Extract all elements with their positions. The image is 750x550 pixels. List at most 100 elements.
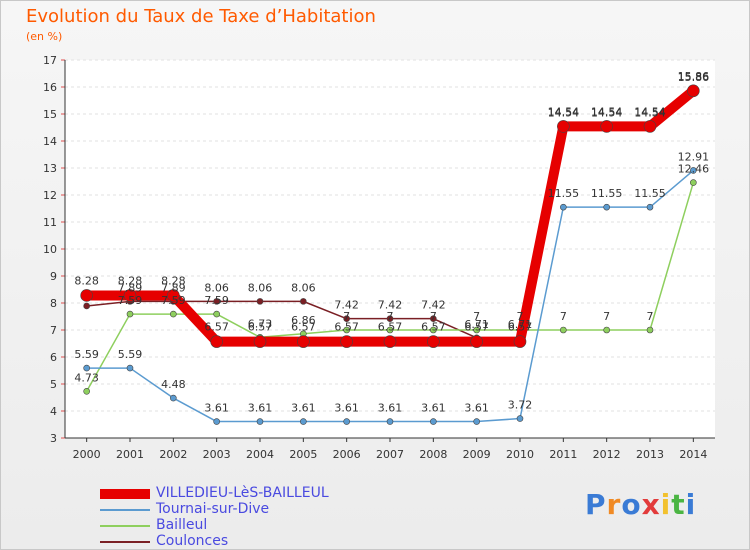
data-label-tournai-sur-dive: 3.61 — [204, 402, 229, 415]
data-point-villedieu-l-s-bailleul — [340, 335, 353, 348]
y-tick-label: 17 — [43, 54, 57, 67]
data-label-coulonces: 7.42 — [421, 299, 446, 312]
data-label-coulonces: 8.06 — [204, 281, 229, 294]
logo-letter: r — [606, 488, 622, 521]
data-point-bailleul — [83, 387, 90, 395]
data-label-villedieu-l-s-bailleul: 14.54 — [634, 105, 666, 118]
data-point-bailleul — [430, 326, 437, 334]
data-point-villedieu-l-s-bailleul — [643, 120, 657, 133]
data-label-tournai-sur-dive: 3.61 — [378, 402, 403, 415]
y-tick-label: 14 — [43, 135, 57, 148]
data-point-coulonces — [343, 315, 350, 322]
data-point-tournai-sur-dive — [603, 203, 610, 211]
data-point-bailleul — [603, 326, 610, 334]
data-label-tournai-sur-dive: 3.61 — [334, 402, 359, 415]
x-tick-label: 2013 — [636, 448, 664, 461]
data-point-bailleul — [213, 310, 220, 318]
data-label-villedieu-l-s-bailleul: 14.54 — [548, 105, 580, 118]
data-label-tournai-sur-dive: 11.55 — [634, 187, 666, 200]
logo-letter: P — [585, 488, 607, 521]
y-tick-label: 5 — [50, 378, 57, 391]
data-point-bailleul — [560, 326, 567, 334]
data-label-coulonces: 14.54 — [548, 106, 580, 119]
data-label-villedieu-l-s-bailleul: 14.54 — [591, 105, 623, 118]
data-label-coulonces: 7.42 — [378, 299, 403, 312]
y-tick-label: 11 — [43, 216, 57, 229]
data-point-tournai-sur-dive — [213, 418, 220, 425]
logo-letter: x — [641, 488, 661, 521]
proxiti-logo: Proxiti — [585, 488, 696, 521]
data-label-villedieu-l-s-bailleul: 8.28 — [118, 274, 143, 287]
data-point-villedieu-l-s-bailleul — [123, 289, 137, 302]
data-point-coulonces — [300, 298, 307, 305]
data-point-bailleul — [126, 310, 134, 318]
data-point-coulonces — [430, 315, 437, 322]
data-point-coulonces — [213, 298, 220, 305]
data-label-tournai-sur-dive: 5.59 — [74, 348, 99, 361]
y-tick-label: 12 — [43, 189, 57, 202]
data-point-villedieu-l-s-bailleul — [600, 120, 613, 133]
logo-letter: i — [660, 488, 672, 521]
data-label-tournai-sur-dive: 3.61 — [291, 402, 316, 415]
legend-swatch-tournai — [100, 509, 150, 511]
data-point-villedieu-l-s-bailleul — [210, 335, 223, 348]
data-label-coulonces: 6.71 — [464, 318, 489, 331]
data-label-bailleul: 7 — [343, 310, 350, 323]
data-label-bailleul: 7 — [473, 310, 480, 323]
legend-label-coulonces: Coulonces — [156, 533, 229, 549]
data-label-villedieu-l-s-bailleul: 6.57 — [378, 321, 403, 334]
data-label-bailleul: 6.73 — [248, 317, 273, 330]
data-label-villedieu-l-s-bailleul: 15.86 — [678, 70, 710, 83]
x-tick-label: 2011 — [549, 448, 577, 461]
x-tick-label: 2002 — [159, 448, 187, 461]
data-label-bailleul: 7 — [603, 310, 610, 323]
x-tick-label: 2014 — [679, 448, 707, 461]
x-tick-label: 2001 — [116, 448, 144, 461]
data-label-tournai-sur-dive: 4.48 — [161, 378, 186, 391]
data-label-bailleul: 7 — [387, 310, 394, 323]
legend-label-bailleul: Bailleul — [156, 517, 208, 533]
data-label-villedieu-l-s-bailleul: 6.57 — [248, 321, 273, 334]
data-label-villedieu-l-s-bailleul: 6.57 — [421, 321, 446, 334]
data-point-tournai-sur-dive — [646, 203, 654, 211]
data-label-bailleul: 7 — [560, 310, 567, 323]
data-label-villedieu-l-s-bailleul: 6.57 — [204, 321, 229, 334]
data-label-bailleul: 6.86 — [291, 314, 316, 327]
data-label-tournai-sur-dive: 12.91 — [678, 150, 710, 163]
data-point-tournai-sur-dive — [343, 418, 350, 425]
data-label-bailleul: 7 — [430, 310, 437, 323]
data-label-coulonces: 15.86 — [678, 71, 710, 84]
data-label-bailleul: 4.73 — [74, 371, 99, 384]
data-point-bailleul — [473, 326, 480, 334]
legend-label-villedieu: VILLEDIEU-LèS-BAILLEUL — [156, 485, 329, 501]
data-point-tournai-sur-dive — [690, 167, 697, 174]
data-label-villedieu-l-s-bailleul: 8.28 — [74, 274, 99, 287]
data-label-villedieu-l-s-bailleul: 6.57 — [464, 321, 489, 334]
x-tick-label: 2006 — [333, 448, 361, 461]
data-point-villedieu-l-s-bailleul — [383, 335, 397, 348]
data-point-villedieu-l-s-bailleul — [80, 289, 93, 302]
y-tick-label: 13 — [43, 162, 57, 175]
data-label-villedieu-l-s-bailleul: 6.57 — [334, 321, 359, 334]
legend-swatch-villedieu — [100, 489, 150, 499]
data-label-coulonces: 7.89 — [161, 281, 186, 294]
data-label-coulonces: 14.54 — [591, 106, 623, 119]
data-label-bailleul: 7 — [647, 310, 654, 323]
x-tick-label: 2007 — [376, 448, 404, 461]
data-point-tournai-sur-dive — [473, 418, 480, 425]
data-label-villedieu-l-s-bailleul: 6.57 — [291, 321, 316, 334]
legend-swatch-coulonces — [100, 541, 150, 543]
data-point-villedieu-l-s-bailleul — [167, 289, 180, 302]
data-point-tournai-sur-dive — [256, 418, 264, 425]
data-label-tournai-sur-dive: 11.55 — [548, 187, 580, 200]
data-label-villedieu-l-s-bailleul: 6.57 — [508, 321, 533, 334]
y-tick-label: 4 — [50, 405, 57, 418]
data-point-tournai-sur-dive — [386, 418, 394, 425]
data-label-coulonces: 7.89 — [118, 281, 143, 294]
data-label-tournai-sur-dive: 3.61 — [421, 402, 446, 415]
data-point-villedieu-l-s-bailleul — [687, 84, 700, 98]
data-point-villedieu-l-s-bailleul — [297, 335, 310, 348]
data-point-villedieu-l-s-bailleul — [427, 335, 440, 348]
x-tick-label: 2009 — [463, 448, 491, 461]
data-point-bailleul — [343, 326, 350, 334]
